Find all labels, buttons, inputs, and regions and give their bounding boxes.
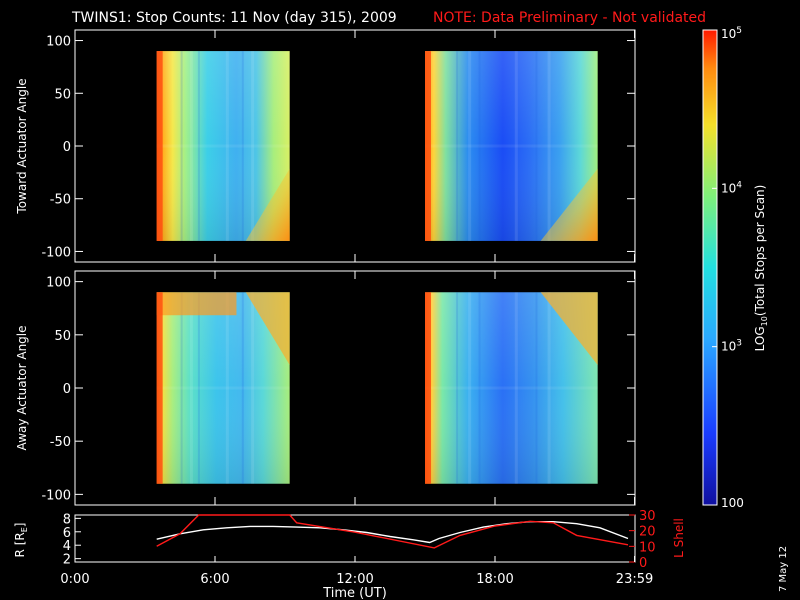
heatmap-zero-band bbox=[425, 386, 598, 390]
heatmap-zero-band bbox=[156, 386, 290, 390]
y-axis-label: Toward Actuator Angle bbox=[15, 78, 29, 214]
chart-note: NOTE: Data Preliminary - Not validated bbox=[433, 10, 706, 26]
y-tick-label: 0 bbox=[63, 140, 71, 155]
heatmap-leading-edge bbox=[156, 51, 163, 241]
y-tick-label-right: 0 bbox=[639, 556, 647, 571]
colorbar-gradient bbox=[702, 29, 718, 506]
heatmap-saturation-band bbox=[156, 292, 237, 316]
heatmap-streak bbox=[241, 292, 244, 484]
colorbar-tick-label: 100 bbox=[721, 496, 744, 510]
heatmap-zero-band bbox=[156, 144, 290, 148]
heatmap-streak bbox=[456, 51, 459, 241]
y-tick-label-right: 30 bbox=[639, 509, 656, 524]
x-axis-label: Time (UT) bbox=[322, 586, 387, 600]
heatmap-zero-band bbox=[425, 144, 598, 148]
y-axis-left-label: R [RE] bbox=[13, 523, 29, 558]
colorbar-label: LOG10(Total Stops per Scan) bbox=[753, 185, 769, 352]
heatmap-streak bbox=[251, 292, 255, 484]
colorbar-tick-label: 103 bbox=[721, 339, 742, 354]
y-tick-label: -50 bbox=[50, 435, 71, 450]
heatmap-streak bbox=[197, 292, 200, 484]
panel-toward-actuator-angle: -100 -50 0 50 100 Toward Actuator Angle bbox=[15, 29, 636, 263]
x-axis-ticks bbox=[74, 30, 636, 262]
y-tick-label-right: 20 bbox=[639, 525, 656, 540]
y-tick-label: -100 bbox=[41, 488, 71, 503]
y-tick-label: -50 bbox=[50, 193, 71, 208]
y-tick-label: 8 bbox=[63, 512, 71, 527]
heatmap-streak bbox=[514, 292, 518, 484]
heatmap-blocks bbox=[156, 51, 598, 241]
datestamp: 7 May 12 bbox=[778, 546, 789, 592]
heatmap-streak bbox=[180, 51, 183, 241]
y-axis-ticks: -100 -50 0 50 100 bbox=[41, 276, 635, 503]
heatmap-leading-edge bbox=[425, 51, 431, 241]
heatmap-streak bbox=[225, 51, 229, 241]
y-tick-label: 50 bbox=[54, 87, 71, 102]
heatmap-streak bbox=[547, 292, 551, 484]
y-tick-label: 100 bbox=[46, 276, 71, 291]
y-tick-label: 2 bbox=[63, 553, 71, 568]
x-tick-label: 6:00 bbox=[200, 572, 229, 587]
heatmap-streak bbox=[180, 292, 183, 484]
heatmap-streak bbox=[189, 51, 193, 241]
panel-away-actuator-angle: -100 -50 0 50 100 Away Actuator Angle bbox=[15, 270, 636, 506]
heatmap-saturation-region bbox=[245, 292, 290, 366]
l-shell-series-line bbox=[156, 514, 629, 549]
y-tick-label: -100 bbox=[41, 245, 71, 260]
colorbar-tick-label: 105 bbox=[721, 26, 742, 41]
heatmap-streak bbox=[535, 51, 538, 241]
chart-title: TWINS1: Stop Counts: 11 Nov (day 315), 2… bbox=[71, 10, 397, 26]
colorbar: 105 104 103 100 LOG10(Total Stops per Scan) bbox=[702, 26, 769, 510]
y-axis-ticks: -100 -50 0 50 100 bbox=[41, 35, 635, 260]
colorbar-tick-label: 104 bbox=[721, 180, 742, 195]
series-lines bbox=[156, 514, 629, 549]
heatmap-streak bbox=[468, 51, 472, 241]
y-tick-label: 4 bbox=[63, 539, 71, 554]
x-axis-ticks: 0:00 6:00 12:00 18:00 23:59 bbox=[60, 556, 653, 587]
heatmap-leading-edge bbox=[156, 292, 163, 484]
heatmap-streak bbox=[547, 51, 551, 241]
heatmap-streak bbox=[241, 51, 244, 241]
heatmap-streak bbox=[478, 292, 481, 484]
y-tick-label-right: 10 bbox=[639, 540, 656, 555]
y-tick-label: 100 bbox=[46, 35, 71, 50]
heatmap-blocks bbox=[156, 292, 598, 484]
heatmap-saturation-region bbox=[540, 292, 598, 366]
x-tick-label: 0:00 bbox=[60, 572, 89, 587]
y-tick-label: 50 bbox=[54, 329, 71, 344]
heatmap-streak bbox=[251, 51, 255, 241]
y-tick-label: 0 bbox=[63, 382, 71, 397]
heatmap-streak bbox=[189, 292, 193, 484]
heatmap-streak bbox=[468, 292, 472, 484]
heatmap-streak bbox=[478, 51, 481, 241]
heatmap-streak bbox=[535, 292, 538, 484]
heatmap-saturation-region bbox=[245, 168, 290, 241]
colorbar-ticks: 105 104 103 100 bbox=[712, 26, 744, 510]
heatmap-leading-edge bbox=[425, 292, 431, 484]
y-axis-label: Away Actuator Angle bbox=[15, 325, 29, 450]
heatmap-saturation-region bbox=[540, 168, 598, 241]
x-tick-label: 18:00 bbox=[476, 572, 513, 587]
x-tick-label: 23:59 bbox=[616, 572, 653, 587]
y-tick-label: 6 bbox=[63, 526, 71, 541]
x-tick-label: 12:00 bbox=[336, 572, 373, 587]
x-axis-ticks bbox=[74, 271, 636, 505]
y-axis-right-label: L Shell bbox=[672, 518, 686, 558]
heatmap-streak bbox=[225, 292, 229, 484]
heatmap-streak bbox=[514, 51, 518, 241]
heatmap-streak bbox=[456, 292, 459, 484]
heatmap-streak bbox=[197, 51, 200, 241]
